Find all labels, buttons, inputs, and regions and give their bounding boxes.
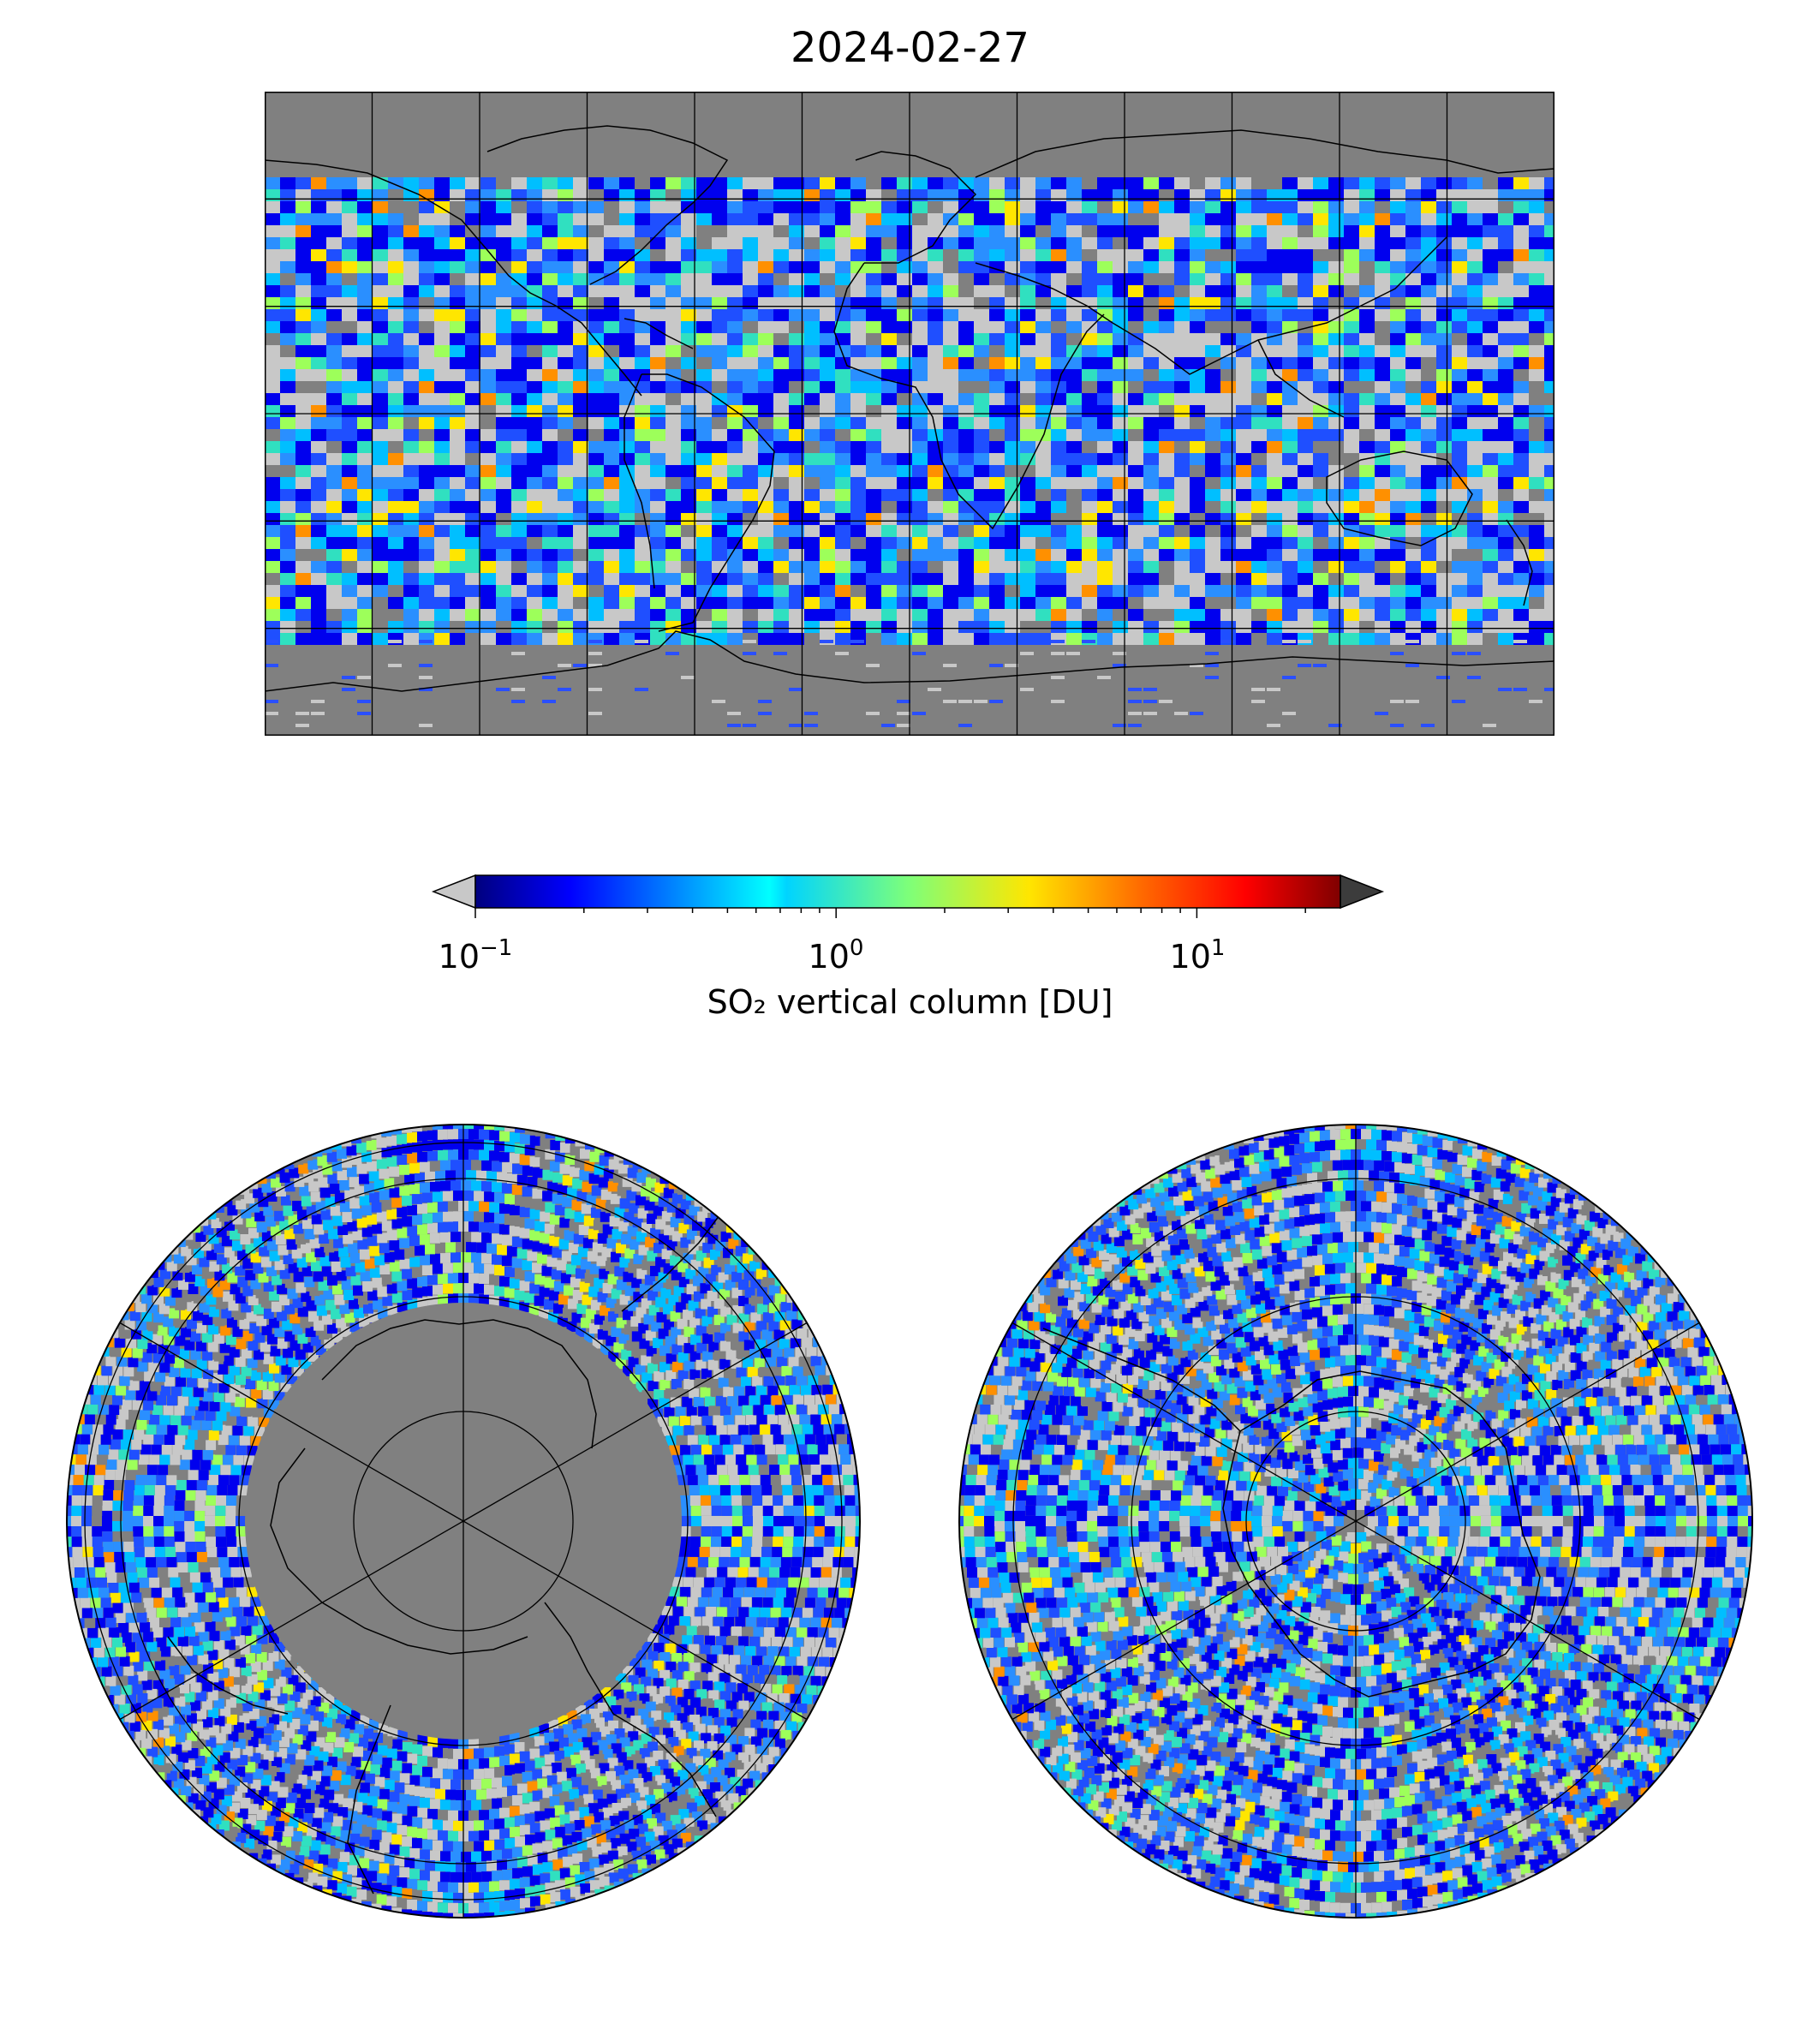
gridlines	[265, 92, 1554, 736]
coastline-north-america	[265, 125, 729, 397]
south-polar-map	[958, 1124, 1753, 1919]
gridlines	[84, 1125, 843, 1918]
colorbar-tick-label-3: 101	[1169, 935, 1226, 976]
north-polar-map	[66, 1124, 861, 1919]
map-boundary	[958, 1124, 1753, 1919]
map-frame	[265, 92, 1554, 736]
colorbar-label: SO₂ vertical column [DU]	[707, 983, 1113, 1021]
map-boundary	[66, 1124, 861, 1919]
coastline-asia	[975, 129, 1554, 418]
colorbar-ticks	[474, 908, 1306, 918]
colorbar-over-extend	[1340, 874, 1385, 910]
colorbar-gradient	[475, 875, 1340, 908]
coastline-australia	[1326, 451, 1533, 606]
colorbar-under-extend	[431, 874, 476, 910]
gridlines	[1011, 1125, 1700, 1918]
page-title: 2024-02-27	[791, 24, 1029, 72]
coastline-antarctica	[1042, 1328, 1541, 1698]
coastline-south-america	[624, 373, 775, 632]
colorbar-frame	[474, 874, 1341, 909]
global-map	[265, 92, 1554, 736]
colorbar-tick-label-2: 100	[808, 935, 864, 976]
coastline-antarctica	[265, 630, 1554, 692]
colorbar	[431, 874, 1385, 918]
coastline-arctic	[167, 1208, 725, 1895]
colorbar-tick-label-1: 10−1	[438, 935, 513, 976]
